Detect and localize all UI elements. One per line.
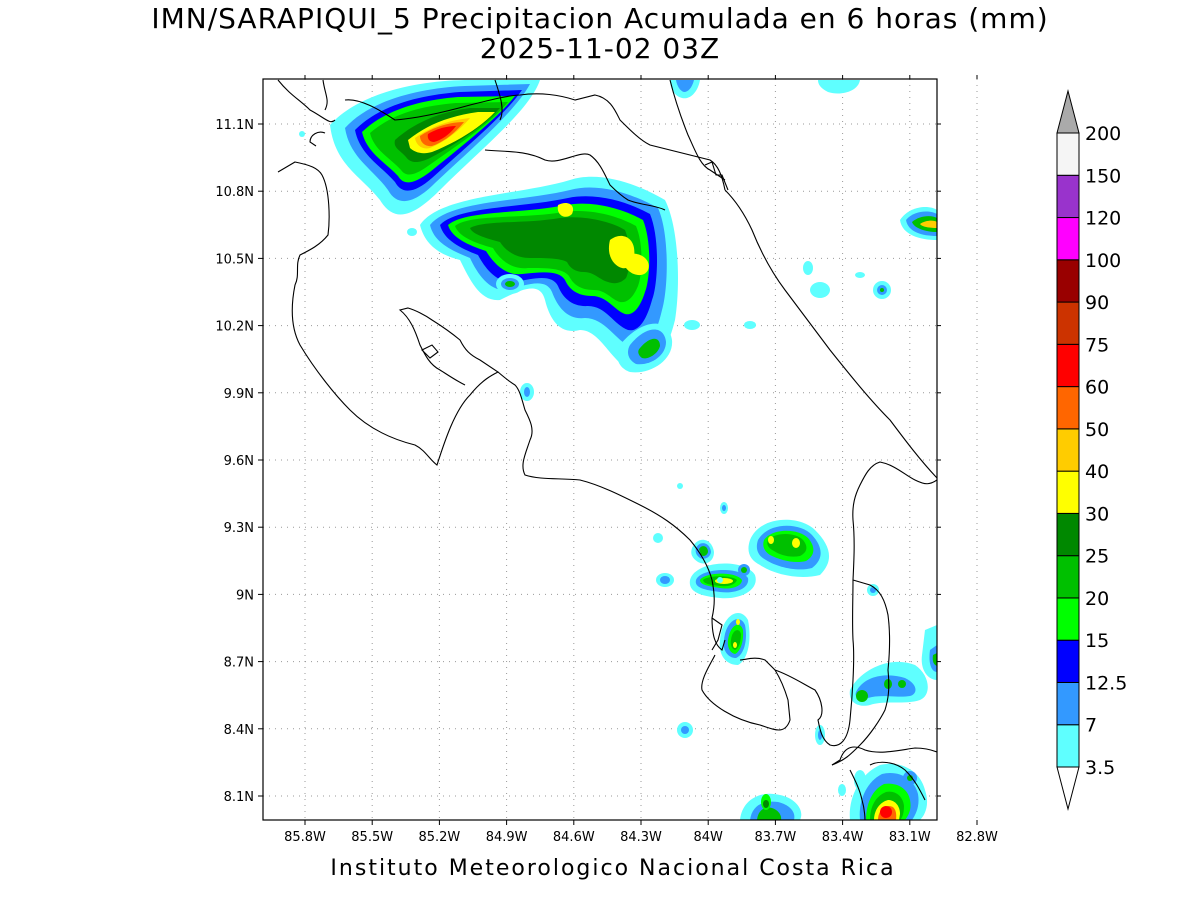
colorbar-label: 40 [1085, 461, 1109, 483]
colorbar-label: 50 [1085, 419, 1109, 441]
colorbar-label: 3.5 [1085, 757, 1115, 779]
lat-tick-label: 10.5N [215, 252, 254, 267]
lon-tick-label: 85.2W [418, 830, 460, 845]
lon-tick-label: 84.3W [620, 830, 662, 845]
colorbar-label: 15 [1085, 630, 1109, 652]
lat-tick-label: 9.6N [224, 454, 254, 469]
colorbar-swatch [1056, 343, 1080, 388]
lon-tick-label: 84W [693, 830, 723, 845]
colorbar-label: 90 [1085, 292, 1109, 314]
colorbar-label: 150 [1085, 165, 1121, 187]
lon-tick-label: 83.4W [822, 830, 864, 845]
map-subtitle: 2025-11-02 03Z [479, 32, 721, 65]
colorbar-swatch [1056, 681, 1080, 726]
colorbar-swatch [1056, 597, 1080, 641]
colorbar-label: 30 [1085, 503, 1109, 525]
colorbar-label: 25 [1085, 546, 1109, 568]
map-frame [262, 78, 938, 821]
colorbar-label: 60 [1085, 377, 1109, 399]
map-title: IMN/SARAPIQUI_5 Precipitacion Acumulada … [151, 2, 1049, 35]
footer-credit: Instituto Meteorologico Nacional Costa R… [330, 856, 896, 881]
lon-tick-label: 85.8W [284, 830, 326, 845]
colorbar-swatch [1056, 174, 1080, 219]
lat-tick-label: 9.3N [224, 521, 254, 536]
lat-tick-label: 9N [236, 588, 254, 603]
colorbar-swatch [1056, 724, 1080, 768]
colorbar-swatch [1056, 512, 1080, 557]
colorbar-legend: 3.5 7 12.5 15 20 25 30 40 50 60 75 90 100 120 150 200 [1056, 89, 1127, 811]
lat-tick-label: 11.1N [215, 118, 254, 133]
colorbar-label: 12.5 [1085, 672, 1127, 694]
colorbar-swatch [1056, 301, 1080, 345]
lon-tick-label: 83.7W [754, 830, 796, 845]
colorbar-label: 75 [1085, 334, 1109, 356]
colorbar-swatch [1056, 217, 1080, 261]
colorbar-label: 20 [1085, 588, 1109, 610]
coastlines [277, 79, 937, 820]
precipitation-field [299, 80, 937, 820]
lat-tick-label: 8.1N [224, 790, 254, 805]
colorbar-label: 100 [1085, 250, 1121, 272]
lon-tick-label: 83.1W [889, 830, 931, 845]
longitude-ticks: 85.8W 85.5W 85.2W 84.9W 84.6W 84.3W 84W 83.7W 83… [284, 75, 998, 845]
lat-tick-label: 8.7N [224, 656, 254, 671]
colorbar-swatch [1056, 386, 1080, 430]
lon-tick-label: 85.5W [351, 830, 393, 845]
lat-tick-label: 9.9N [224, 387, 254, 402]
colorbar-swatch [1056, 555, 1080, 599]
lon-tick-label: 82.8W [956, 830, 998, 845]
lon-tick-label: 84.6W [553, 830, 595, 845]
colorbar-swatch [1056, 639, 1080, 683]
colorbar-label: 7 [1085, 715, 1097, 737]
colorbar-label: 120 [1085, 208, 1121, 230]
colorbar-upper-tip [1056, 89, 1080, 134]
lon-tick-label: 84.9W [486, 830, 528, 845]
latitude-ticks: 11.1N 10.8N 10.5N 10.2N 9.9N 9.6N 9.3N 9N 8.7N 8.… [215, 118, 941, 805]
lat-tick-label: 8.4N [224, 723, 254, 738]
lat-tick-label: 10.2N [215, 320, 254, 335]
colorbar-lower-tip [1056, 766, 1080, 811]
colorbar-swatch [1056, 259, 1080, 303]
colorbar-label: 200 [1085, 123, 1121, 145]
colorbar-swatch [1056, 428, 1080, 472]
lat-tick-label: 10.8N [215, 185, 254, 200]
colorbar-swatch [1056, 470, 1080, 514]
colorbar-swatch [1056, 132, 1080, 176]
